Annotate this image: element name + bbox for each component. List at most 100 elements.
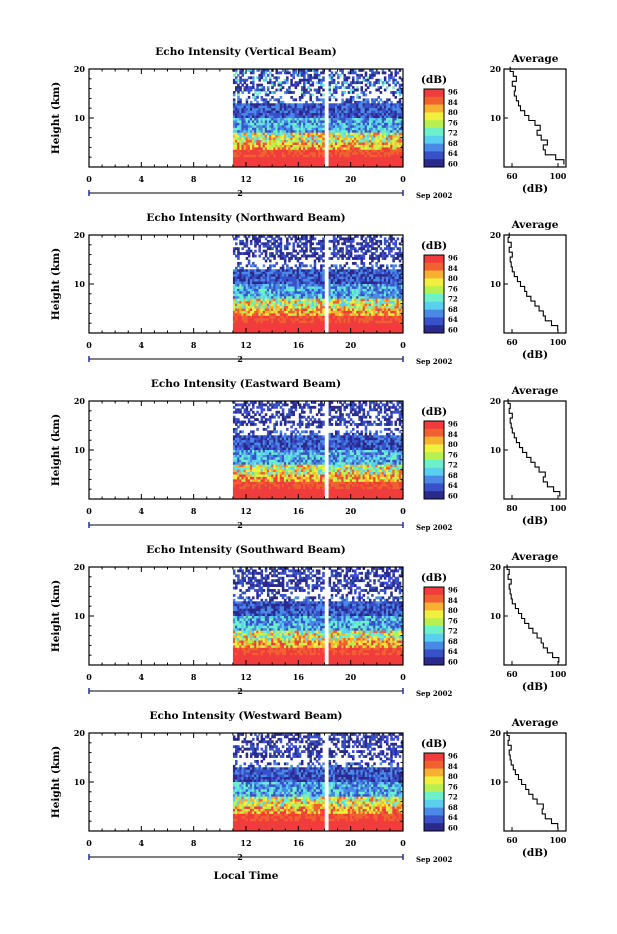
heatmap-cell <box>290 79 293 82</box>
heatmap-cell <box>322 120 325 123</box>
heatmap-cell <box>233 91 236 94</box>
heatmap-cell <box>322 140 325 143</box>
profile-title: Average <box>511 53 559 65</box>
heatmap-cell <box>318 91 321 94</box>
heatmap-cell <box>322 279 325 282</box>
colorbar-tick-label: 84 <box>448 98 458 107</box>
colorbar-segment <box>424 144 444 152</box>
heatmap-cell <box>337 240 340 243</box>
heatmap-cell <box>246 257 249 260</box>
heatmap-cell <box>384 71 387 74</box>
heatmap-cell <box>360 81 363 84</box>
heatmap-cell <box>339 86 342 89</box>
heatmap-cell <box>341 257 344 260</box>
heatmap-cell <box>322 311 325 314</box>
heatmap-cell <box>263 257 266 260</box>
heatmap-cell <box>254 91 257 94</box>
heatmap-cell <box>322 155 325 158</box>
heatmap-cell <box>286 81 289 84</box>
heatmap-cell <box>322 245 325 248</box>
heatmap-cell <box>380 240 383 243</box>
heatmap-cell <box>388 79 391 82</box>
heatmap-cell <box>322 318 325 321</box>
heatmap-cell <box>239 101 242 104</box>
heatmap-cell <box>320 81 323 84</box>
heatmap-cell <box>244 81 247 84</box>
heatmap-cell <box>258 245 261 248</box>
heatmap-cell <box>314 250 317 253</box>
heatmap-cell <box>322 323 325 326</box>
heatmap-cell <box>343 74 346 77</box>
heatmap-cell <box>322 157 325 160</box>
heatmap-cell <box>346 262 349 265</box>
heatmap-cell <box>322 304 325 307</box>
heatmap-cell <box>363 76 366 79</box>
heatmap-cell <box>275 79 278 82</box>
heatmap-cell <box>386 240 389 243</box>
heatmap-cell <box>290 257 293 260</box>
heatmap-cell <box>280 89 283 92</box>
heatmap-cell <box>333 81 336 84</box>
heatmap-cell <box>261 252 264 255</box>
heatmap-cell <box>335 84 338 87</box>
heatmap-cell <box>388 98 391 101</box>
heatmap-cell <box>246 240 249 243</box>
heatmap-cell <box>352 240 355 243</box>
heatmap-cell <box>246 242 249 245</box>
heatmap-cell <box>322 260 325 263</box>
heatmap-cell <box>377 257 380 260</box>
heatmap-cell <box>256 242 259 245</box>
heatmap-cell <box>373 101 376 104</box>
heatmap-cell <box>386 101 389 104</box>
heatmap-cell <box>360 74 363 77</box>
heatmap-cell <box>286 245 289 248</box>
heatmap-cell <box>369 262 372 265</box>
heatmap-cell <box>380 86 383 89</box>
heatmap-cell <box>343 242 346 245</box>
heatmap-cell <box>395 79 398 82</box>
heatmap-cell <box>380 267 383 270</box>
heatmap-cell <box>356 94 359 97</box>
heatmap-cell <box>263 74 266 77</box>
heatmap-cell <box>258 91 261 94</box>
heatmap-cell <box>356 89 359 92</box>
heatmap-cell <box>307 81 310 84</box>
heatmap-cell <box>269 240 272 243</box>
heatmap-cell <box>322 294 325 297</box>
colorbar-tick-label: 76 <box>448 118 458 127</box>
heatmap-cell <box>312 81 315 84</box>
heatmap-cell <box>348 76 351 79</box>
heatmap-cell <box>333 242 336 245</box>
heatmap-cell <box>292 76 295 79</box>
heatmap-cell <box>252 76 255 79</box>
heatmap-cell <box>269 76 272 79</box>
heatmap-cell <box>363 255 366 258</box>
heatmap-cell <box>399 94 402 97</box>
month-label: Sep 2002 <box>416 191 452 200</box>
heatmap-cell <box>322 160 325 163</box>
heatmap-cell <box>341 252 344 255</box>
heatmap-cell <box>273 242 276 245</box>
profile-x-tick-label: 60 <box>506 171 518 181</box>
heatmap-cell <box>299 245 302 248</box>
profile-x-label: (dB) <box>522 183 548 195</box>
heatmap-cell <box>322 111 325 114</box>
heatmap-cell <box>377 89 380 92</box>
heatmap-cell <box>335 237 338 240</box>
heatmap-cell <box>299 240 302 243</box>
heatmap-cell <box>241 267 244 270</box>
heatmap-cell <box>309 74 312 77</box>
x-tick-label: 0 <box>86 174 92 184</box>
heatmap-cell <box>278 76 281 79</box>
heatmap-cell <box>273 264 276 267</box>
x-tick-label: 12 <box>240 174 251 184</box>
heatmap-cell <box>263 86 266 89</box>
heatmap-cell <box>273 81 276 84</box>
heatmap-cell <box>322 138 325 141</box>
heatmap-cell <box>388 252 391 255</box>
heatmap-cell <box>309 240 312 243</box>
heatmap-cell <box>303 252 306 255</box>
colorbar-tick-label: 80 <box>448 108 458 117</box>
heatmap-cell <box>258 240 261 243</box>
